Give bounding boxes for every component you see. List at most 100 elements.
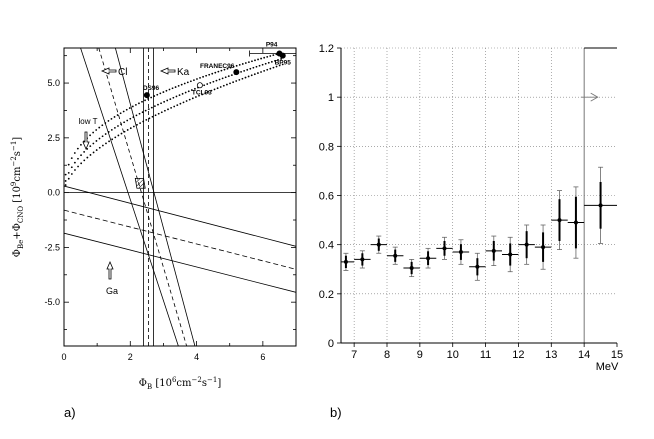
low-t-curve-dot	[170, 107, 172, 109]
low-t-curve-dot	[208, 73, 211, 76]
low-t-curve-dot	[176, 104, 179, 106]
low-t-curve-dot	[179, 102, 182, 105]
b-data-point	[387, 246, 404, 265]
low-t-curve-dot	[264, 62, 267, 65]
low-t-curve-dot	[135, 114, 138, 117]
low-t-curve-dot	[89, 145, 92, 148]
b-y-tick-label: 0	[328, 338, 334, 350]
b-marker	[442, 246, 447, 251]
b-marker	[409, 266, 414, 271]
low-t-curve-dot	[139, 122, 141, 125]
low-t-curve-dot	[145, 119, 148, 121]
low-t-curve-dot	[257, 58, 259, 61]
low-t-curve-dot	[123, 130, 126, 133]
a-y-tick-label: -2.5	[44, 242, 60, 252]
b-y-tick-label: 0.2	[319, 289, 334, 301]
b-x-axis-label: MeV	[596, 361, 619, 373]
b-x-tick-label: 11	[480, 349, 491, 361]
low-t-curve-dot	[111, 138, 114, 141]
low-t-curve-dot	[227, 75, 230, 78]
b-marker	[360, 257, 365, 262]
ssm-point-bp95	[279, 52, 286, 59]
low-t-curve-dot	[92, 131, 95, 134]
low-t-curve-dot	[150, 106, 153, 109]
b-x-tick-label: 15	[611, 349, 623, 361]
cl-band-line	[98, 48, 188, 346]
b-y-tick-label: 0.8	[319, 141, 334, 153]
low-t-curve-dot	[86, 156, 89, 159]
low-t-curve-dot	[247, 61, 250, 64]
low-t-curve-dot	[215, 79, 218, 82]
low-t-curve-dot	[240, 70, 242, 73]
low-t-curve-dot	[165, 89, 168, 92]
low-t-curve-dot	[213, 88, 216, 91]
low-t-curve-dot	[73, 161, 76, 164]
a-y-tick-label: 0.0	[47, 188, 60, 198]
a-y-tick-label: 5.0	[47, 78, 60, 88]
low-t-curve-dot	[241, 77, 244, 80]
low-t-curve-dot	[171, 87, 174, 90]
b-x-tick-label: 7	[351, 349, 357, 361]
cl-arrow-icon	[100, 67, 117, 75]
low-t-curve-dot	[174, 86, 177, 88]
low-t-curve-dot	[255, 65, 258, 68]
low-t-label: low T	[79, 117, 98, 126]
low-t-curve-dot	[70, 173, 73, 175]
low-t-curve-dot	[189, 80, 192, 83]
low-t-curve-dot	[257, 72, 259, 74]
low-t-curve-dot	[163, 100, 166, 103]
low-t-curve-dot	[80, 143, 82, 146]
caption-b: b)	[330, 405, 342, 420]
cl-label: Cl	[118, 67, 127, 78]
b-x-tick-label: 10	[447, 349, 459, 361]
b-data-point	[469, 252, 486, 281]
low-t-curve-dot	[194, 87, 196, 90]
low-t-curve-dot	[269, 55, 272, 57]
low-t-curve-dot	[107, 120, 110, 122]
low-t-curve-dot	[206, 83, 209, 85]
low-t-curve-dot	[260, 71, 262, 73]
low-t-curve-dot	[186, 81, 189, 84]
ga-band-line	[64, 185, 296, 247]
ssm-label-p94: P94	[266, 41, 278, 48]
low-t-curve-dot	[89, 154, 92, 156]
b-data-point	[341, 252, 355, 271]
low-t-curve-dot	[98, 126, 101, 129]
b-data-point	[403, 259, 420, 278]
ssm-label-ds96: DS96	[143, 85, 160, 92]
b-data-point	[584, 166, 617, 244]
low-t-curve-dot	[209, 81, 212, 84]
low-t-curve-dot	[232, 81, 235, 84]
b-y-tick-label: 1.2	[319, 43, 334, 55]
low-t-curve-dot	[98, 137, 101, 140]
low-t-curve-dot	[178, 94, 181, 97]
low-t-curve-dot	[151, 115, 154, 118]
low-t-curve-dot	[207, 91, 210, 93]
low-t-curve-dot	[187, 90, 190, 93]
b-x-tick-label: 13	[545, 349, 557, 361]
low-t-curve-dot	[83, 159, 86, 162]
low-t-curve-dot	[104, 133, 107, 135]
low-t-curve-dot	[160, 102, 162, 105]
low-t-curve-dot	[218, 78, 221, 81]
b-y-tick-label: 1	[328, 92, 334, 104]
low-t-curve-dot	[169, 98, 172, 100]
low-t-curve-dot	[129, 117, 132, 120]
low-t-curve-dot	[195, 96, 197, 98]
low-t-curve-dot	[269, 67, 272, 70]
low-t-curve-dot	[80, 162, 83, 165]
low-t-curve-dot	[136, 123, 138, 126]
low-t-curve-dot	[123, 121, 126, 124]
low-t-curve-dot	[243, 69, 246, 72]
low-t-curve-dot	[157, 103, 159, 106]
b-data-point	[354, 250, 371, 269]
low-t-curve-dot	[131, 105, 134, 108]
low-t-curve-dot	[92, 151, 95, 154]
low-t-curve-dot	[95, 129, 98, 131]
b-data-point	[419, 247, 437, 269]
low-t-curve-dot	[142, 120, 145, 123]
low-t-curve-dot	[219, 86, 222, 88]
low-t-curve-dot	[167, 108, 169, 111]
b-marker	[541, 245, 546, 250]
low-t-curve-dot	[125, 108, 128, 111]
